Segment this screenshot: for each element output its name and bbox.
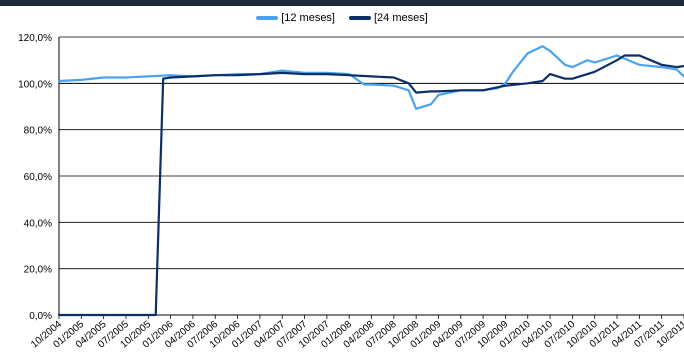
chart-legend: [12 meses] [24 meses] xyxy=(0,12,684,24)
chart-grid xyxy=(59,36,684,316)
y-tick-label: 20,0% xyxy=(24,265,52,276)
legend-swatch-24-meses xyxy=(349,16,371,20)
series-line-24-meses xyxy=(57,54,684,317)
y-tick-label: 0,0% xyxy=(29,311,52,322)
legend-item-24-meses[interactable]: [24 meses] xyxy=(349,12,428,24)
y-tick-label: 60,0% xyxy=(24,172,52,183)
legend-swatch-12-meses xyxy=(256,16,279,20)
y-tick-label: 100,0% xyxy=(18,79,52,90)
y-tick-label: 120,0% xyxy=(18,33,52,44)
series-line-12-meses xyxy=(57,45,684,110)
y-tick-label: 40,0% xyxy=(24,218,52,229)
y-tick-label: 80,0% xyxy=(24,126,52,137)
top-bar xyxy=(0,0,684,6)
y-axis: 0,0% 20,0% 40,0% 60,0% 80,0% 100,0% 120,0% xyxy=(18,33,60,322)
legend-label-12-meses: [12 meses] xyxy=(281,12,335,24)
legend-item-12-meses[interactable]: [12 meses] xyxy=(256,12,335,24)
chart-series xyxy=(57,45,684,317)
x-axis: 10/200401/200504/200507/200510/200501/20… xyxy=(29,314,684,351)
legend-label-24-meses: [24 meses] xyxy=(374,12,428,24)
